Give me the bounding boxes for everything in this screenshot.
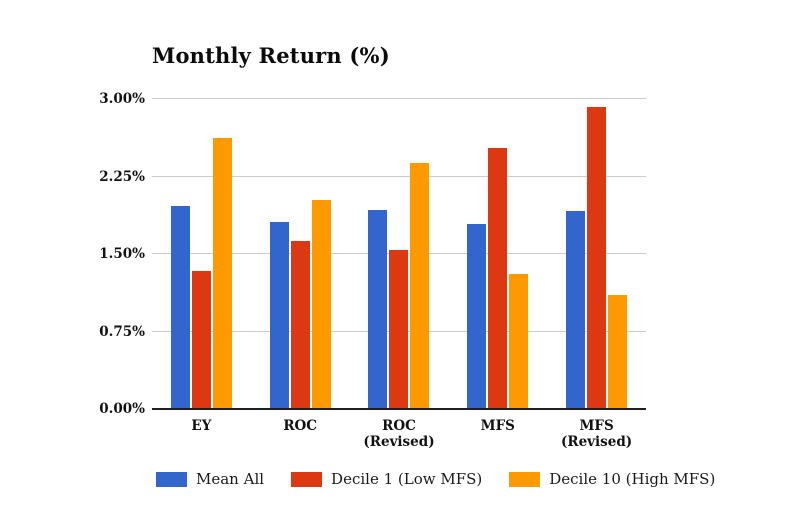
x-axis-category-labels: EY ROC ROC (Revised) MFS MFS (Revised): [152, 418, 646, 450]
x-category-label: MFS (Revised): [560, 418, 633, 450]
legend-swatch: [291, 471, 323, 487]
y-tick-label: 0.75%: [99, 323, 145, 340]
legend: Mean All Decile 1 (Low MFS) Decile 10 (Hig…: [156, 470, 715, 488]
y-tick-label: 2.25%: [99, 168, 145, 185]
legend-item: Mean All: [156, 470, 264, 488]
legend-swatch: [509, 471, 541, 487]
y-tick-label: 0.00%: [99, 401, 145, 417]
bar: [587, 107, 607, 409]
bar-group: [251, 99, 350, 409]
bar: [269, 221, 289, 409]
plot-area: 0.00% 0.75% 1.50% 2.25% 3.00% EY ROC ROC (Revi…: [99, 91, 646, 450]
bar: [170, 206, 190, 409]
y-tick-label: 3.00%: [99, 91, 145, 107]
legend-label: Decile 1 (Low MFS): [331, 470, 483, 488]
bar-group: [547, 99, 646, 409]
x-category-label: ROC: [283, 418, 318, 434]
chart-title: Monthly Return (%): [152, 43, 390, 68]
bar: [191, 270, 211, 409]
bar-group: [448, 99, 547, 409]
x-category-label: EY: [191, 418, 212, 434]
x-category-label: ROC (Revised): [363, 418, 435, 450]
bar: [608, 295, 628, 409]
legend-item: Decile 10 (High MFS): [509, 470, 715, 488]
bar: [509, 273, 529, 409]
legend-label: Decile 10 (High MFS): [549, 470, 716, 488]
gridline: [152, 175, 646, 177]
bar: [410, 163, 430, 409]
y-tick-label: 1.50%: [99, 246, 145, 262]
bar-groups: [152, 99, 646, 409]
legend-item: Decile 1 (Low MFS): [291, 470, 482, 488]
x-category-label: MFS: [480, 418, 515, 434]
bar-group: [350, 99, 449, 409]
bar: [311, 200, 331, 409]
bars-layer: [152, 99, 646, 409]
bar-group: [152, 99, 251, 409]
x-axis-line: [152, 408, 646, 410]
bar: [389, 249, 409, 409]
bar: [467, 224, 487, 409]
legend-swatch: [156, 471, 187, 487]
legend-label: Mean All: [196, 470, 265, 488]
gridline: [152, 98, 646, 99]
bar: [566, 210, 586, 409]
bar: [212, 138, 232, 409]
bar: [290, 240, 310, 409]
bar: [368, 209, 388, 409]
bar: [488, 147, 508, 409]
